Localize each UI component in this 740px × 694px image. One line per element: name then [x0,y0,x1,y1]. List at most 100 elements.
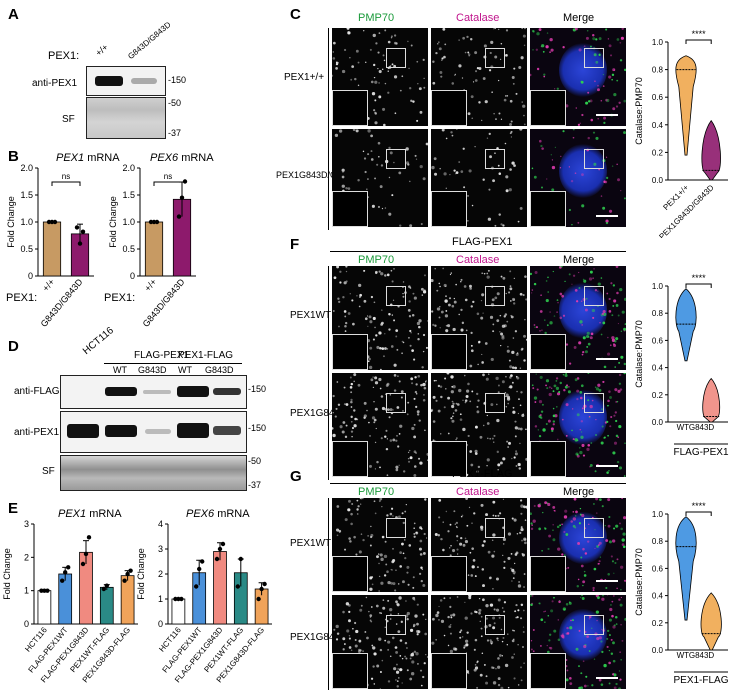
y-tick-label: 1.0 [122,217,135,227]
channel-merge: Merge [563,12,595,24]
scale-bar [596,465,618,467]
sub-lane-g843d: G843D [205,365,234,375]
y-tick-label: 1.0 [20,217,33,227]
band [143,390,171,394]
bar [144,221,164,277]
lane-flag-pex1: FLAG-PEX1 [134,350,190,361]
channel-merge: Merge [563,254,595,266]
sig-label: **** [692,501,707,511]
inset-box [584,48,604,68]
lane-label-mut: G843D/G843D [126,20,173,61]
divider [104,363,194,364]
blot-anti-pex1 [60,411,247,453]
panel-letter-g: G [290,468,302,485]
nucleus [558,281,607,339]
chart-title-b1: PEX1 mRNA [56,152,120,164]
violin [702,377,721,423]
bar [120,575,135,625]
sub-lane-g843d: G843D [138,365,167,375]
zoom-inset [332,191,368,227]
chart-title-b2: PEX6 mRNA [150,152,214,164]
bar [37,590,52,625]
band [131,78,157,84]
sub-lane-wt: WT [113,365,127,375]
title-suffix: mRNA [84,152,120,164]
inset-box [386,615,406,635]
violin [675,55,697,156]
data-point [259,586,264,592]
data-point [101,586,107,592]
zoom-inset [530,653,566,689]
zoom-inset [530,556,566,592]
row-divider [328,266,329,480]
divider [330,251,626,252]
catalase-micrograph [431,373,527,477]
y-tick-label: 0.5 [20,244,33,254]
y-tick-label: 3 [158,544,163,554]
catalase-micrograph [431,498,527,592]
inset-box [485,615,505,635]
panel-letter-e: E [8,500,19,517]
merge-micrograph [530,129,626,227]
zoom-inset [431,556,467,592]
zoom-inset [530,191,566,227]
title-suffix: mRNA [214,508,250,520]
y-tick-label: 0.6 [652,336,664,345]
inset-box [386,48,406,68]
inset-box [386,518,406,538]
data-point [128,568,133,573]
y-tick-label: 0.0 [652,646,664,655]
scale-bar [596,215,618,217]
y-tick-label: 0.0 [652,418,664,427]
y-tick-label: 0 [158,619,163,629]
x-tick-label: +/+ [143,277,159,293]
band [145,429,171,434]
nucleus [558,42,607,97]
channel-pmp70: PMP70 [358,254,395,266]
divider [168,363,242,364]
row-divider [328,498,329,690]
catalase-micrograph [431,129,527,227]
y-tick-label: 1.0 [652,38,664,47]
blot-sf [60,455,247,491]
pmp70-micrograph [332,498,428,592]
marker-150: -150 [248,423,267,433]
channel-catalase: Catalase [456,254,500,266]
y-tick-label: 0.6 [652,93,664,102]
bar [42,221,62,277]
channel-pmp70: PMP70 [358,12,395,24]
sig-label: **** [692,29,707,39]
y-axis-label: Catalase:PMP70 [634,548,644,616]
data-point [62,570,68,575]
violin-plot-c: 0.00.20.40.60.81.0Catalase:PMP70PEX1+/+P… [634,29,728,238]
zoom-inset [332,90,368,126]
merge-micrograph [530,266,626,370]
group-label: PEX1-FLAG [673,675,728,686]
puncta [530,28,626,126]
sig-label: **** [692,273,707,283]
scale-bar [596,677,618,679]
panel-letter-a: A [8,6,19,23]
panel-letter-d: D [8,338,19,355]
blot-sf [86,97,166,139]
inset-box [485,149,505,169]
inset-box [485,48,505,68]
marker-50: -50 [168,98,182,108]
puncta [431,28,526,126]
band [67,424,99,438]
construct-label-f: FLAG-PEX1 [452,236,513,248]
y-tick-label: 0 [130,271,135,281]
data-point [217,546,223,552]
data-point [74,225,80,230]
data-point [256,596,261,602]
blot-anti-pex1 [86,66,166,96]
scale-bar [596,358,618,360]
row-label-mut: PEX1G843D/G843D [276,170,359,180]
title-suffix: mRNA [86,508,122,520]
y-tick-label: 0.2 [652,619,664,628]
zoom-inset [332,334,368,370]
scale-bar [596,580,618,582]
sig-bracket [153,181,183,186]
data-point [45,588,50,593]
